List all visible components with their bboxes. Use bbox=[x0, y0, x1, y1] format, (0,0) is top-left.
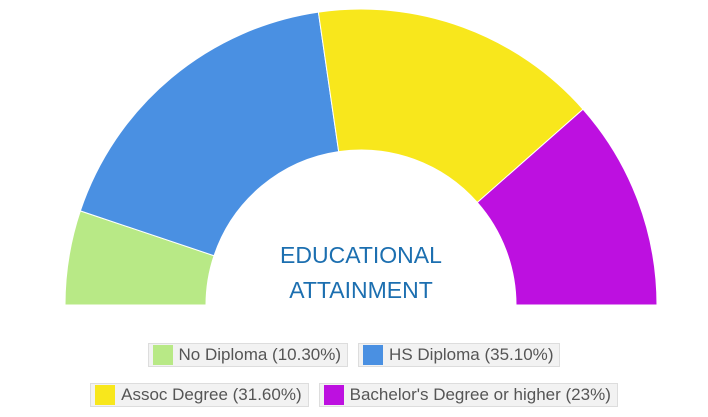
chart-title: EDUCATIONAL bbox=[280, 242, 442, 268]
legend-item: HS Diploma (35.10%) bbox=[358, 343, 561, 367]
legend-swatch bbox=[363, 345, 384, 365]
legend-value: 10.30% bbox=[277, 345, 336, 364]
legend-value: 35.10% bbox=[490, 345, 548, 364]
legend-label: No Diploma bbox=[178, 345, 268, 364]
slice bbox=[79, 11, 340, 257]
slices bbox=[64, 8, 658, 306]
legend-swatch bbox=[323, 385, 344, 405]
legend-label: HS Diploma bbox=[389, 345, 480, 364]
legend-item: Bachelor's Degree or higher (23%) bbox=[318, 383, 618, 407]
legend-value: 23% bbox=[571, 385, 606, 404]
legend-item: No Diploma (10.30%) bbox=[147, 343, 349, 367]
legend-label: Assoc Degree bbox=[121, 385, 228, 404]
chart: EDUCATIONAL ATTAINMENT bbox=[64, 8, 658, 306]
slice bbox=[476, 108, 658, 306]
legend-swatch bbox=[152, 345, 173, 365]
legend-item: Assoc Degree (31.60%) bbox=[90, 383, 309, 407]
legend-value: 31.60% bbox=[238, 385, 296, 404]
legend-swatch bbox=[95, 385, 116, 405]
legend-label: Bachelor's Degree or higher bbox=[349, 385, 561, 404]
chart-title: ATTAINMENT bbox=[289, 277, 433, 303]
legend: No Diploma (10.30%) HS Diploma (35.10%) As… bbox=[0, 343, 708, 407]
slice bbox=[317, 8, 584, 204]
